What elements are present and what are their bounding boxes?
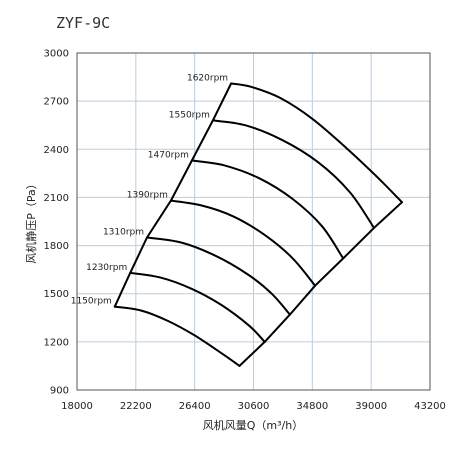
- rpm-label: 1310rpm: [103, 228, 144, 238]
- curve-labels: 1150rpm 1230rpm 1310rpm 1390rpm 1470rpm 1550r…: [71, 73, 228, 306]
- rpm-label: 1230rpm: [86, 263, 127, 273]
- x-tick-label: 34800: [296, 401, 328, 412]
- y-tick-label: 1200: [44, 337, 69, 348]
- y-axis-title: 风机静压P（Pa）: [24, 178, 38, 264]
- performance-curves: [113, 82, 403, 367]
- rpm-curve-1390rpm: [169, 199, 317, 287]
- rpm-label: 1470rpm: [148, 151, 189, 161]
- x-tick-label: 22200: [120, 401, 152, 412]
- left-envelope-line: [113, 82, 233, 308]
- x-tick-label: 18000: [61, 401, 93, 412]
- rpm-label: 1150rpm: [71, 297, 112, 307]
- x-axis-title: 风机风量Q（m³/h）: [203, 418, 303, 432]
- y-tick-label: 2100: [44, 193, 69, 204]
- rpm-curve-1470rpm: [190, 159, 345, 260]
- plot-area-frame: [76, 52, 431, 391]
- rpm-curve-1230rpm: [129, 271, 266, 343]
- gridlines: [77, 53, 430, 390]
- y-tick-label: 2700: [44, 97, 69, 108]
- y-tick-label: 1800: [44, 241, 69, 252]
- axis-ticks: 18000 22200 26400 30600 34800 39000 43200 900 12…: [44, 49, 446, 413]
- y-tick-label: 1500: [44, 289, 69, 300]
- rpm-label: 1550rpm: [169, 110, 210, 120]
- y-tick-label: 3000: [44, 49, 69, 60]
- rpm-curve-1310rpm: [146, 236, 291, 316]
- rpm-curve-1150rpm: [113, 305, 241, 367]
- x-tick-label: 43200: [414, 401, 446, 412]
- rpm-label: 1620rpm: [187, 73, 228, 83]
- x-tick-label: 39000: [355, 401, 387, 412]
- chart-title: ZYF-9C: [56, 14, 110, 32]
- y-tick-label: 900: [50, 386, 69, 397]
- rpm-label: 1390rpm: [127, 191, 168, 201]
- right-envelope-line: [238, 201, 403, 367]
- rpm-curve-1550rpm: [211, 119, 375, 229]
- x-tick-label: 30600: [238, 401, 270, 412]
- x-tick-label: 26400: [179, 401, 211, 412]
- rpm-curve-1620rpm: [230, 82, 403, 204]
- y-tick-label: 2400: [44, 145, 69, 156]
